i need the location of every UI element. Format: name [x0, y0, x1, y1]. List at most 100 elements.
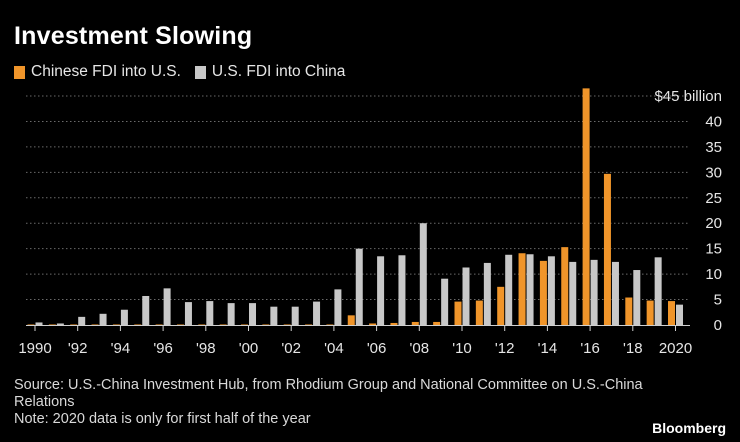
x-tick-label-2020: 2020	[659, 340, 692, 357]
bar-us-fdi-2017	[611, 261, 619, 325]
x-tick-label-1992: '92	[68, 340, 88, 357]
bar-us-fdi-2019	[654, 257, 662, 325]
bar-us-fdi-1992	[78, 316, 86, 325]
x-tick-label-2008: '08	[410, 340, 430, 357]
bar-chinese-fdi-2007	[390, 322, 398, 325]
bar-chinese-fdi-2011	[475, 300, 483, 325]
bar-us-fdi-1994	[120, 309, 128, 325]
bar-us-fdi-2006	[377, 256, 385, 325]
bar-chinese-fdi-2015	[561, 247, 569, 325]
bar-us-fdi-2012	[505, 254, 513, 325]
legend-label-chinese-fdi: Chinese FDI into U.S.	[31, 63, 181, 80]
bar-chinese-fdi-2005	[347, 315, 355, 325]
bar-us-fdi-2011	[483, 262, 491, 325]
bar-us-fdi-1993	[99, 313, 107, 325]
y-tick-label-25: 25	[705, 190, 722, 207]
bar-chinese-fdi-2010	[454, 301, 462, 325]
bar-chinese-fdi-1999	[219, 324, 227, 325]
y-tick-label-45: $45 billion	[654, 88, 722, 105]
bar-us-fdi-1999	[227, 303, 235, 325]
bar-chinese-fdi-1993	[91, 324, 99, 325]
y-tick-label-15: 15	[705, 241, 722, 258]
bar-chinese-fdi-2001	[262, 324, 270, 325]
bar-chinese-fdi-2008	[411, 321, 419, 325]
bar-chinese-fdi-2002	[283, 324, 291, 325]
x-tick-label-2000: '00	[239, 340, 259, 357]
x-tick-label-2016: '16	[580, 340, 600, 357]
y-tick-label-0: 0	[714, 317, 722, 334]
x-tick-label-1998: '98	[196, 340, 216, 357]
x-tick-label-2002: '02	[281, 340, 301, 357]
bar-us-fdi-2004	[334, 289, 342, 325]
legend-item-chinese-fdi: Chinese FDI into U.S.	[14, 63, 181, 81]
legend-swatch-chinese-fdi	[14, 65, 25, 79]
bar-us-fdi-2014	[547, 256, 555, 325]
x-tick-label-2012: '12	[495, 340, 515, 357]
bar-chinese-fdi-2004	[326, 324, 334, 325]
x-tick-label-2006: '06	[367, 340, 387, 357]
bar-chinese-fdi-1994	[112, 324, 120, 325]
bar-us-fdi-2018	[633, 270, 641, 325]
bar-chinese-fdi-2013	[518, 253, 526, 325]
bar-chinese-fdi-1996	[155, 324, 163, 325]
x-tick-label-1990: 1990	[18, 340, 51, 357]
bar-chinese-fdi-2019	[646, 300, 654, 325]
bar-chinese-fdi-2020	[668, 301, 675, 325]
bar-us-fdi-2001	[270, 306, 278, 325]
bar-chinese-fdi-2018	[625, 297, 633, 325]
bar-chinese-fdi-1998	[198, 324, 206, 325]
footnote: Note: 2020 data is only for first half o…	[14, 411, 311, 427]
legend-label-us-fdi: U.S. FDI into China	[211, 63, 346, 80]
bar-us-fdi-2009	[441, 278, 449, 325]
x-tick-label-2004: '04	[324, 340, 344, 357]
bar-chinese-fdi-2003	[305, 324, 313, 325]
bar-chinese-fdi-1991	[48, 324, 56, 325]
bloomberg-logo: Bloomberg	[652, 420, 726, 436]
x-tick-label-2018: '18	[623, 340, 643, 357]
bar-chinese-fdi-1995	[134, 324, 142, 325]
y-tick-label-40: 40	[705, 113, 722, 130]
bar-us-fdi-2015	[569, 261, 577, 325]
bar-chinese-fdi-2014	[539, 260, 547, 325]
bar-us-fdi-1990	[35, 322, 43, 325]
bar-chinese-fdi-2009	[433, 321, 441, 325]
bar-chinese-fdi-2017	[603, 173, 611, 325]
source-note: Source: U.S.-China Investment Hub, from …	[14, 377, 643, 410]
bar-us-fdi-2002	[291, 306, 299, 325]
bar-us-fdi-1997	[184, 302, 192, 325]
bar-us-fdi-2010	[462, 267, 470, 325]
bar-us-fdi-2016	[590, 259, 598, 325]
x-tick-label-1996: '96	[153, 340, 173, 357]
chart-title: Investment Slowing	[14, 22, 253, 50]
y-tick-label-5: 5	[714, 292, 722, 309]
legend-item-us-fdi: U.S. FDI into China	[194, 63, 346, 81]
bar-us-fdi-1995	[142, 295, 150, 325]
bar-chinese-fdi-2012	[497, 286, 505, 325]
bar-chinese-fdi-1992	[70, 324, 78, 325]
bar-us-fdi-1991	[56, 323, 64, 325]
bar-chinese-fdi-1997	[176, 324, 184, 325]
bar-us-fdi-2005	[355, 248, 363, 325]
bar-us-fdi-2003	[313, 301, 321, 325]
bar-chinese-fdi-2006	[369, 323, 377, 325]
bar-us-fdi-2008	[419, 223, 427, 325]
bar-chinese-fdi-1990	[27, 324, 35, 325]
bar-chinese-fdi-2000	[241, 324, 248, 325]
y-tick-label-35: 35	[705, 139, 722, 156]
legend: Chinese FDI into U.S. U.S. FDI into Chin…	[14, 63, 359, 81]
bar-us-fdi-2007	[398, 255, 406, 325]
x-tick-label-2014: '14	[538, 340, 558, 357]
bar-us-fdi-1998	[206, 301, 214, 325]
y-tick-label-30: 30	[705, 164, 722, 181]
bar-chinese-fdi-2016	[582, 88, 590, 325]
bar-us-fdi-2020	[676, 304, 683, 325]
bar-us-fdi-1996	[163, 288, 171, 325]
bar-us-fdi-2013	[526, 254, 534, 325]
y-tick-label-20: 20	[705, 215, 722, 232]
x-tick-label-1994: '94	[111, 340, 131, 357]
y-tick-label-10: 10	[705, 266, 722, 283]
legend-swatch-us-fdi	[194, 65, 206, 79]
x-tick-label-2010: '10	[452, 340, 472, 357]
bar-us-fdi-2000	[249, 303, 256, 325]
